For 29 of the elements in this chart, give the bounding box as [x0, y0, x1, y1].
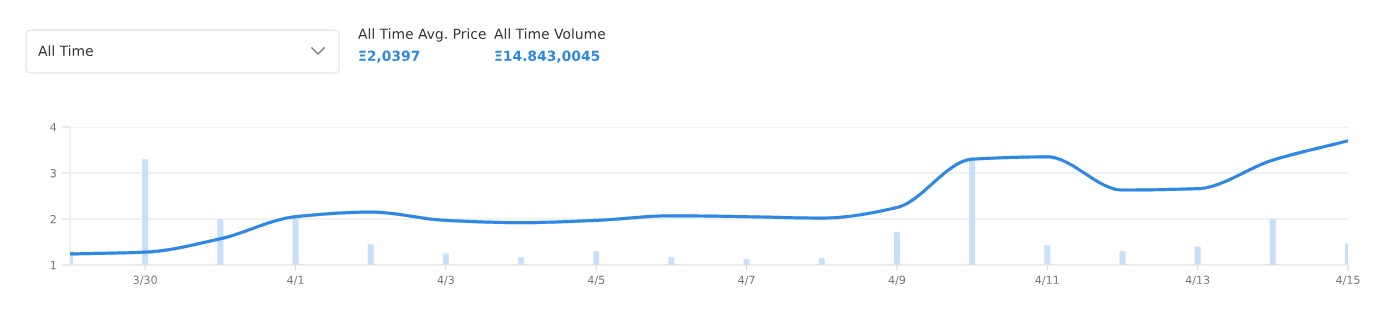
- text: Ξ14.843,0045: [495, 50, 600, 63]
- text: All Time Volume: [494, 28, 605, 40]
- bar: [969, 161, 976, 265]
- bar: [1044, 245, 1051, 265]
- x-tick-label: 4/15: [1336, 275, 1360, 285]
- y-tick-label: 1: [50, 261, 56, 270]
- bar: [142, 159, 149, 265]
- x-tick-label: 4/5: [587, 275, 605, 285]
- x-tick-label: 4/7: [738, 275, 755, 285]
- bar: [217, 219, 224, 265]
- x-tick-label: 4/1: [287, 275, 304, 285]
- x-tick-label: 4/3: [437, 275, 454, 285]
- bar: [1194, 246, 1201, 265]
- bar: [593, 251, 600, 265]
- bar: [1269, 219, 1276, 265]
- x-tick-label: 3/30: [133, 275, 157, 285]
- text: All Time: [38, 45, 93, 57]
- bar: [292, 216, 299, 265]
- x-tick-label: 4/13: [1185, 275, 1210, 285]
- bar: [893, 231, 900, 265]
- text: Ξ2,0397: [359, 50, 420, 63]
- x-tick-label: 4/9: [888, 275, 906, 285]
- y-tick-label: 3: [50, 168, 56, 178]
- text: All Time Avg. Price: [358, 28, 486, 42]
- x-tick-label: 4/11: [1035, 275, 1059, 285]
- y-tick-label: 4: [50, 123, 57, 132]
- y-tick-label: 2: [50, 214, 56, 224]
- bar: [1119, 251, 1126, 265]
- bar: [367, 244, 374, 265]
